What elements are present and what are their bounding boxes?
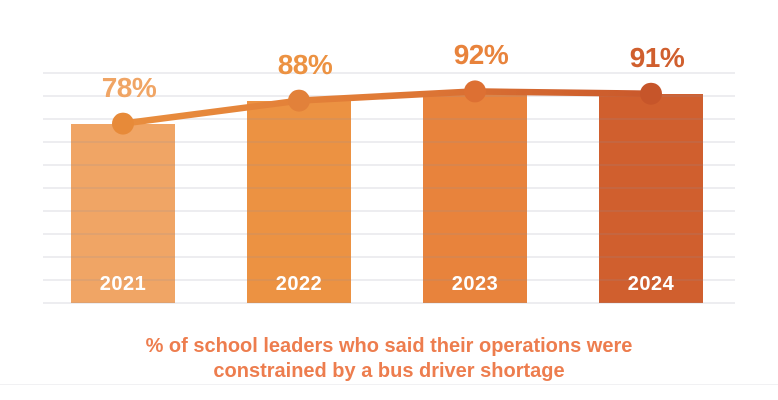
value-label-2023: 92%	[453, 39, 509, 71]
bar-2023	[423, 91, 527, 303]
caption-line-1: % of school leaders who said their opera…	[145, 335, 633, 357]
trend-polyline	[122, 88, 652, 127]
year-label-2022: 2022	[275, 273, 323, 295]
bar-2021	[71, 123, 175, 303]
year-label-2024: 2024	[627, 273, 675, 295]
bar-2022	[247, 100, 351, 303]
chart-caption: % of school leaders who said their opera…	[0, 334, 778, 384]
value-label-2022: 88%	[277, 48, 333, 80]
value-label-2021: 78%	[101, 71, 157, 103]
year-label-2021: 2021	[99, 273, 147, 295]
value-label-2024: 91%	[629, 41, 685, 73]
caption-line-2: constrained by a bus driver shortage	[213, 360, 565, 382]
bar-2024	[599, 93, 703, 303]
year-label-2023: 2023	[451, 273, 499, 295]
bottom-divider	[0, 384, 778, 385]
